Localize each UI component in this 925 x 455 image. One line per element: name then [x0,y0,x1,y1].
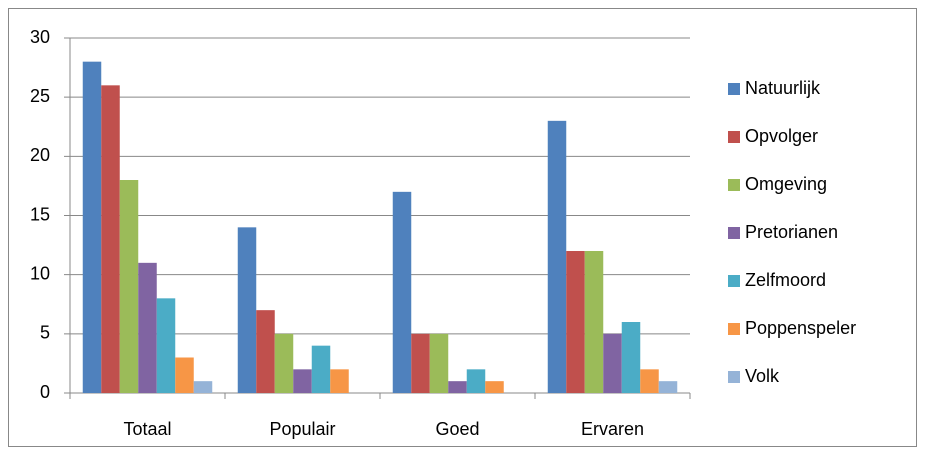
bar [237,227,257,393]
legend-swatch [728,179,740,191]
legend-swatch [728,371,740,383]
bar [640,369,659,393]
x-tick-label: Populair [269,419,335,439]
legend-swatch [728,131,740,143]
bar [658,381,678,393]
x-tick-label: Goed [435,419,479,439]
bar [603,333,622,393]
legend-label: Zelfmoord [745,270,826,290]
bar [429,333,449,393]
legend-label: Natuurlijk [745,78,821,98]
y-tick-label: 20 [30,145,50,165]
bar [330,369,349,393]
legend-swatch [728,83,740,95]
legend-label: Poppenspeler [745,318,856,338]
legend-label: Volk [745,366,780,386]
y-tick-label: 30 [30,27,50,47]
bar [584,251,604,393]
legend-swatch [728,275,740,287]
y-tick-label: 15 [30,204,50,224]
bar [101,85,120,393]
y-tick-label: 10 [30,263,50,283]
y-tick-label: 5 [40,323,50,343]
bar [274,333,294,393]
bar [392,191,412,393]
legend-swatch [728,323,740,335]
x-tick-label: Totaal [123,419,171,439]
bar [466,369,486,393]
legend-swatch [728,227,740,239]
bar [566,251,585,393]
y-tick-label: 0 [40,382,50,402]
bar [311,345,331,393]
bar [82,61,102,394]
legend-label: Omgeving [745,174,827,194]
bar [156,298,176,393]
bar [119,180,139,393]
bar [293,369,312,393]
bar [547,120,567,393]
legend-label: Opvolger [745,126,818,146]
bar [175,357,194,393]
bar [621,322,641,393]
bar [411,333,430,393]
bar [448,381,467,393]
bar [485,381,504,393]
bar [256,310,275,393]
x-tick-label: Ervaren [581,419,644,439]
legend-label: Pretorianen [745,222,838,242]
bar [138,262,157,393]
y-tick-label: 25 [30,86,50,106]
bar [193,381,213,393]
